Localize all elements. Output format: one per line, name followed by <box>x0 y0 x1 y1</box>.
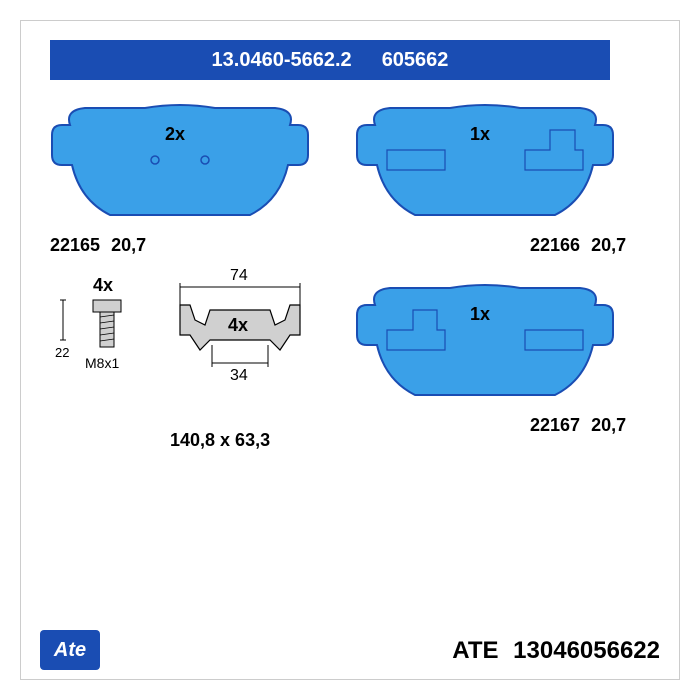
qty-label-br: 1x <box>470 304 490 324</box>
pad-shape-icon: 1x <box>355 100 615 230</box>
bolt-height: 22 <box>55 345 69 360</box>
bolt-group: 4x 22 M8x1 <box>55 285 135 390</box>
bolt-thread: M8x1 <box>85 355 119 371</box>
clip-group: 74 4x 34 <box>150 275 330 400</box>
pad-id-top-right: 22166 20,7 <box>530 235 626 256</box>
bolt-qty: 4x <box>93 275 113 296</box>
pad-id-bottom-right: 22167 20,7 <box>530 415 626 436</box>
pad-shape-icon: 1x <box>355 280 615 410</box>
brand-logo-icon: Ate <box>40 630 100 670</box>
pad-top-left: 2x <box>50 100 310 235</box>
qty-label-tr: 1x <box>470 124 490 144</box>
footer-part-number: ATE 13046056622 <box>452 637 660 665</box>
pad-shape-icon: 2x <box>50 100 310 230</box>
clip-qty: 4x <box>228 315 248 336</box>
clip-width: 74 <box>230 267 248 285</box>
qty-label-tl: 2x <box>165 124 185 144</box>
footer-brand: Ate <box>40 630 100 670</box>
header-bar: 13.0460-5662.2 605662 <box>50 40 610 80</box>
pad-top-right: 1x <box>355 100 615 235</box>
pad-id-top-left: 22165 20,7 <box>50 235 146 256</box>
short-code: 605662 <box>382 49 449 72</box>
pad-bottom-right: 1x <box>355 280 615 415</box>
part-number-formatted: 13.0460-5662.2 <box>212 49 352 72</box>
overall-dim: 140,8 x 63,3 <box>170 430 270 451</box>
clip-inner: 34 <box>230 367 248 385</box>
